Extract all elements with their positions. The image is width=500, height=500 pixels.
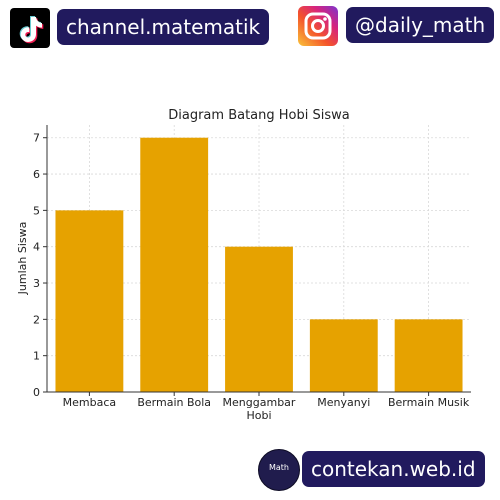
instagram-icon[interactable] [298,6,338,46]
x-tick-label: Bermain Musik [388,396,470,409]
y-tick-label: 3 [33,277,40,290]
math-logo: Math [258,449,300,491]
x-tick-label: Membaca [63,396,117,409]
instagram-handle[interactable]: @daily_math [346,7,495,43]
tiktok-icon[interactable] [10,8,50,48]
x-tick-label: Menggambar [223,396,296,409]
y-tick-label: 2 [33,313,40,326]
bar-bermain-bola [140,137,209,392]
math-logo-text: Math [268,463,289,472]
tiktok-handle[interactable]: channel.matematik [57,9,270,45]
site-link[interactable]: contekan.web.id [302,451,485,487]
bar-membaca [55,210,124,392]
x-tick-label: Menyanyi [317,396,370,409]
y-tick-label: 5 [33,204,40,217]
y-tick-label: 7 [33,132,40,145]
x-axis-label: Hobi [246,409,271,422]
bar-menggambar [225,246,293,392]
y-tick-label: 6 [33,168,40,181]
chart-title: Diagram Batang Hobi Siswa [168,108,349,123]
bar-bermain-musik [394,319,463,392]
x-tick-label: Bermain Bola [137,396,211,409]
y-tick-label: 0 [33,386,40,399]
bar-menyanyi [309,319,378,392]
y-tick-label: 1 [33,350,40,363]
y-tick-label: 4 [33,241,40,254]
y-axis-label: Jumlah Siswa [16,222,29,296]
